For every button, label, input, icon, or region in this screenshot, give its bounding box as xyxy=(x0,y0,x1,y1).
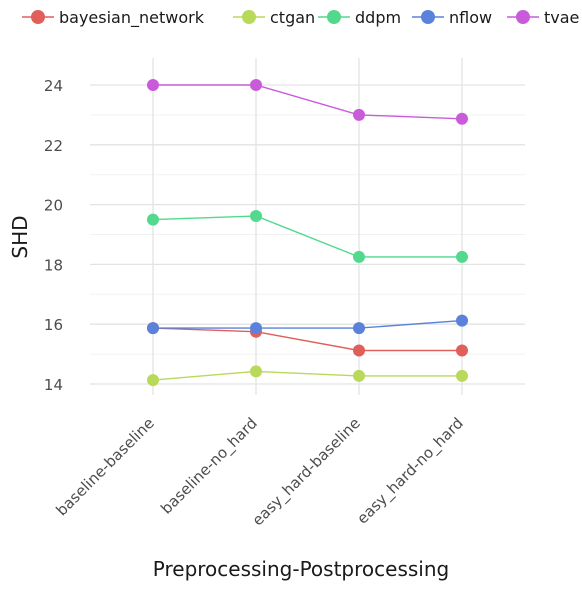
legend-label: tvae xyxy=(544,8,579,27)
x-tick-label: baseline-no_hard xyxy=(157,414,261,518)
legend-label: bayesian_network xyxy=(59,8,205,28)
data-point-ctgan xyxy=(456,369,468,382)
data-point-nflow xyxy=(456,314,468,327)
x-tick-label: baseline-baseline xyxy=(52,414,157,519)
data-point-ctgan xyxy=(147,374,159,387)
y-tick-label: 20 xyxy=(44,197,63,215)
y-axis-label: SHD xyxy=(8,215,32,258)
y-tick-label: 22 xyxy=(44,137,63,155)
data-point-nflow xyxy=(250,322,262,335)
y-tick-label: 24 xyxy=(44,77,63,95)
x-axis-label: Preprocessing-Postprocessing xyxy=(153,557,449,581)
data-point-bayesian_network xyxy=(456,344,468,357)
data-point-ctgan xyxy=(250,365,262,378)
y-tick-label: 14 xyxy=(44,376,63,394)
legend-label: ddpm xyxy=(355,8,401,27)
x-tick-label: easy_hard-no_hard xyxy=(353,414,467,528)
data-point-ddpm xyxy=(250,210,262,222)
data-point-tvae xyxy=(353,108,365,121)
legend-marker xyxy=(242,10,256,24)
y-tick-label: 16 xyxy=(44,316,63,334)
data-point-tvae xyxy=(147,79,159,91)
data-point-nflow xyxy=(353,322,365,335)
legend-label: nflow xyxy=(449,8,492,27)
data-point-tvae xyxy=(250,79,262,91)
data-point-ddpm xyxy=(147,213,159,226)
y-tick-label: 18 xyxy=(44,256,63,274)
series-line-tvae xyxy=(153,84,463,120)
data-point-ctgan xyxy=(353,369,365,382)
legend: bayesian_network ctgan ddpm nflow tvae xyxy=(22,8,579,28)
legend-marker xyxy=(516,10,530,24)
data-point-ddpm xyxy=(456,250,468,263)
series-line-ddpm xyxy=(152,215,462,258)
x-axis-ticks: baseline-baseline baseline-no_hardeasy_ha… xyxy=(52,414,467,530)
legend-label: ctgan xyxy=(270,8,315,27)
data-point-bayesian_network xyxy=(353,344,365,357)
y-axis-ticks: 14 16 18 20 22 24 xyxy=(44,77,63,394)
legend-marker xyxy=(421,10,435,24)
series-line-bayesian_network xyxy=(152,327,462,352)
x-tick-label: easy_hard-baseline xyxy=(249,414,365,530)
data-point-ddpm xyxy=(353,250,365,263)
data-point-nflow xyxy=(147,322,159,335)
series-lines xyxy=(152,84,463,381)
grid xyxy=(90,58,525,395)
series-line-ctgan xyxy=(152,370,462,381)
legend-marker xyxy=(327,10,341,24)
legend-marker xyxy=(31,10,45,24)
data-point-tvae xyxy=(456,112,468,125)
series-points xyxy=(147,79,468,387)
series-line-nflow xyxy=(153,319,463,329)
